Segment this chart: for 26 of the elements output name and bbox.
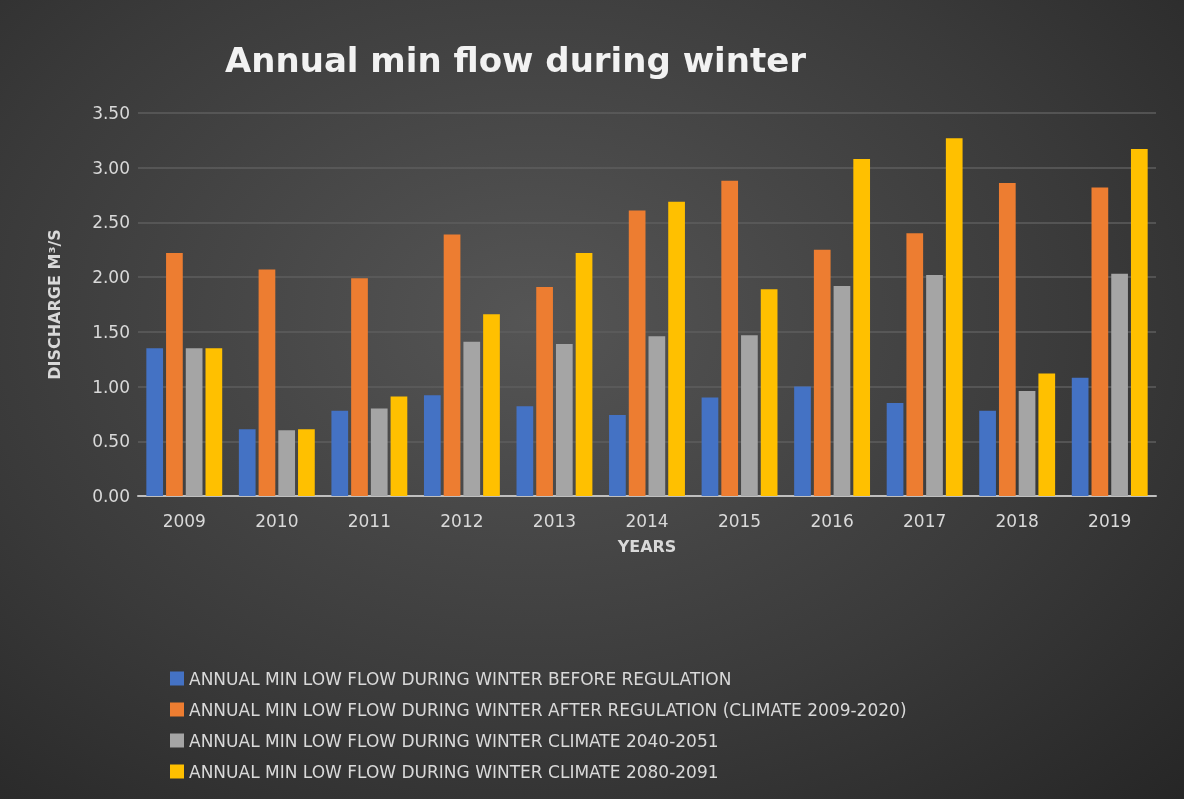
legend-label: ANNUAL MIN LOW FLOW DURING WINTER CLIMATE 2040-2051 <box>189 730 719 751</box>
y-tick-label: 1.50 <box>92 321 130 342</box>
x-tick-label: 2009 <box>162 510 206 531</box>
y-tick-label: 2.50 <box>92 212 130 233</box>
x-tick-label: 2010 <box>255 510 299 531</box>
y-tick-label: 2.00 <box>92 267 130 288</box>
x-tick-label: 2014 <box>625 510 669 531</box>
chart-title: Annual min flow during winter <box>225 40 807 80</box>
y-tick-label: 1.00 <box>92 376 130 397</box>
x-tick-label: 2018 <box>995 510 1039 531</box>
y-tick-label: 0.50 <box>92 431 130 452</box>
legend-label: ANNUAL MIN LOW FLOW DURING WINTER CLIMATE 2080-2091 <box>189 761 719 782</box>
x-tick-label: 2016 <box>810 510 854 531</box>
x-tick-label: 2012 <box>440 510 484 531</box>
y-axis-title: DISCHARGE M³/S <box>44 229 64 380</box>
x-axis-title: YEARS <box>616 536 677 556</box>
legend-label: ANNUAL MIN LOW FLOW DURING WINTER AFTER REGULATION (CLIMATE 2009-2020) <box>189 699 907 720</box>
x-tick-label: 2011 <box>347 510 391 531</box>
y-tick-label: 0.00 <box>92 486 130 506</box>
y-tick-label: 3.00 <box>92 157 130 178</box>
y-tick-label: 3.50 <box>92 103 130 123</box>
legend-label: ANNUAL MIN LOW FLOW DURING WINTER BEFORE REGULATION <box>189 668 732 689</box>
x-tick-label: 2013 <box>532 510 577 531</box>
x-tick-label: 2019 <box>1088 510 1132 531</box>
x-tick-label: 2017 <box>903 510 947 531</box>
x-tick-label: 2015 <box>717 510 762 531</box>
